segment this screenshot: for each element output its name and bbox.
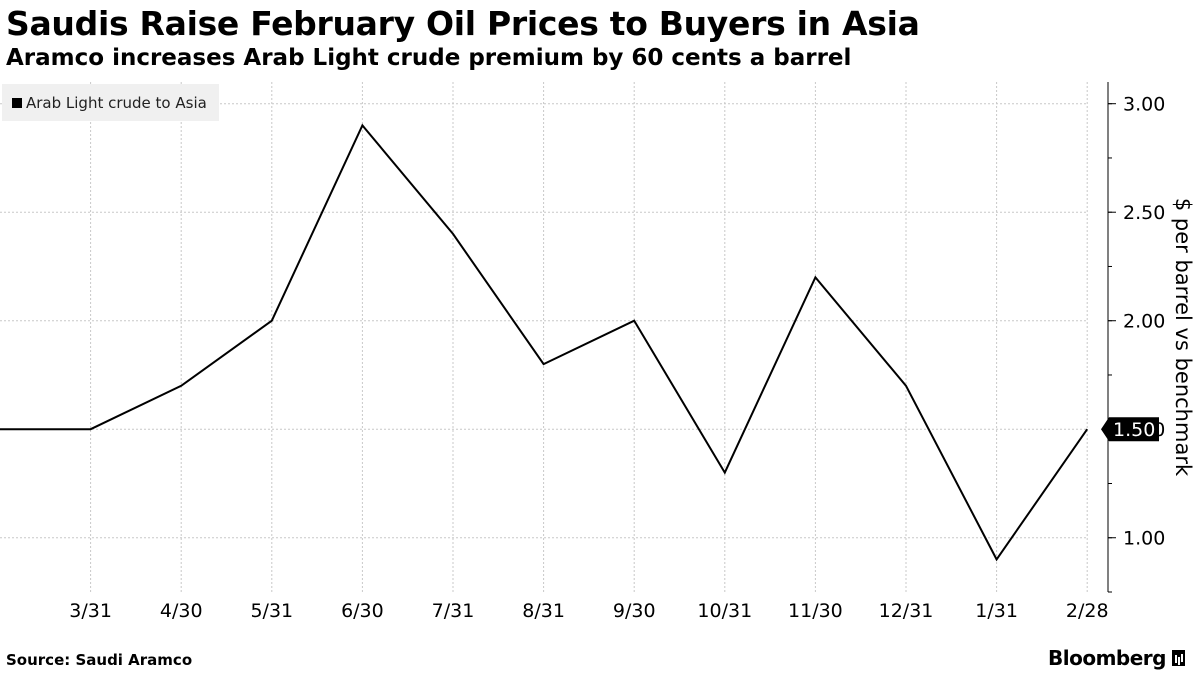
y-tick-label: 1.00 [1123,528,1165,550]
x-tick-label: 6/30 [341,600,384,622]
x-tick-label: 8/31 [522,600,565,622]
y-axis-label: $ per barrel vs benchmark [1171,197,1195,477]
y-tick-label: 2.00 [1123,311,1165,333]
y-axis: 1.00 1.50 2.00 2.50 3.00 [1107,82,1165,593]
x-tick-label: 2/28 [1066,600,1109,622]
legend-swatch [12,97,22,108]
x-tick-label: 12/31 [879,600,934,622]
gridlines [0,82,1088,592]
y-tick-label: 3.00 [1123,94,1165,116]
y-tick-label: 2.50 [1123,202,1165,224]
brand-name: Bloomberg [1048,646,1166,670]
chart-subtitle: Aramco increases Arab Light crude premiu… [6,45,852,71]
x-tick-label: 10/31 [697,600,752,622]
legend: Arab Light crude to Asia [2,84,219,121]
last-value-badge [1101,417,1159,442]
x-tick-label: 3/31 [69,600,112,622]
x-tick-label: 1/31 [975,600,1018,622]
source-note: Source: Saudi Aramco [6,651,193,669]
x-axis: 3/31 4/30 5/31 6/30 7/31 8/31 9/30 10/31 11/30 12… [69,600,1108,622]
bloomberg-terminal-icon [1171,650,1185,666]
series-layer [0,123,1089,562]
last-value-label: 1.50 [1113,419,1155,441]
x-tick-label: 7/31 [432,600,475,622]
bloomberg-logo: Bloomberg [1048,646,1185,670]
x-tick-label: 11/30 [788,600,843,622]
x-tick-label: 5/31 [250,600,293,622]
last-value-callout: 1.50 [1101,417,1159,442]
x-tick-label: 9/30 [613,600,656,622]
x-tick-label: 4/30 [160,600,203,622]
chart-title: Saudis Raise February Oil Prices to Buye… [6,4,920,43]
legend-label: Arab Light crude to Asia [26,93,207,112]
